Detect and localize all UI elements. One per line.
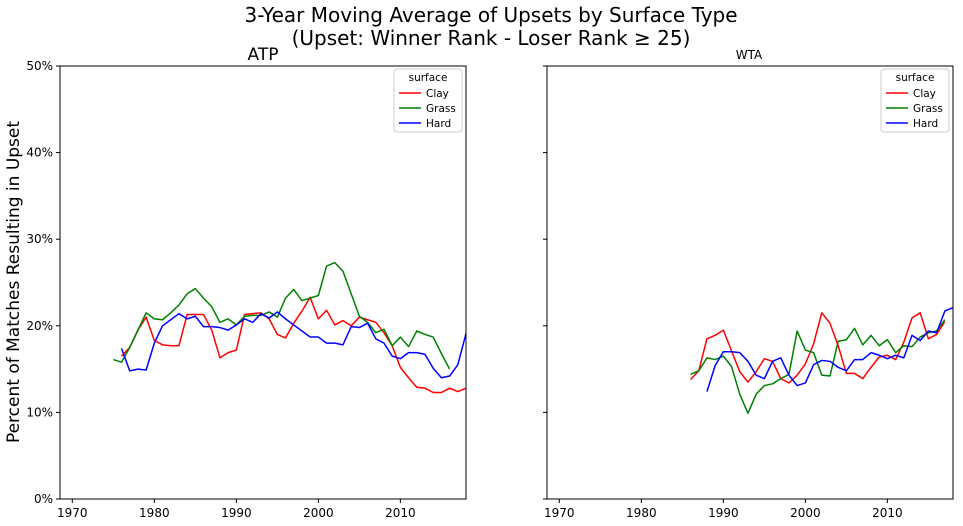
atp-x-tick-label: 1990 <box>221 506 252 520</box>
wta-series-line-hard <box>706 306 954 392</box>
atp-y-tick-label: 0% <box>34 492 53 506</box>
wta-plot-frame <box>546 65 954 500</box>
atp-y-tick-label: 20% <box>26 319 53 333</box>
wta-panel: WTA 1970 1980 1990 2000 2010 surface Clay Gr… <box>543 48 954 520</box>
atp-legend: surface Clay Grass Hard <box>393 68 463 133</box>
wta-series-line-grass <box>690 319 946 415</box>
atp-x-tick-label: 1970 <box>57 506 88 520</box>
wta-legend-title: surface <box>896 72 935 84</box>
figure-title-line-2: (Upset: Winner Rank - Loser Rank ≥ 25) <box>292 26 691 50</box>
atp-legend-label-hard: Hard <box>426 118 451 130</box>
wta-panel-title: WTA <box>736 48 763 62</box>
atp-y-tick-label: 10% <box>26 405 53 419</box>
atp-plot-frame <box>59 65 467 500</box>
wta-x-tick-label: 1990 <box>708 506 739 520</box>
atp-x-tick-label: 2010 <box>385 506 416 520</box>
atp-series-line-hard <box>120 311 467 379</box>
wta-legend-label-grass: Grass <box>913 103 943 115</box>
figure-title-line-1: 3-Year Moving Average of Upsets by Surfa… <box>244 3 737 27</box>
atp-x-tick-label: 2000 <box>303 506 334 520</box>
atp-y-tick-label: 50% <box>26 59 53 73</box>
atp-series-line-grass <box>113 261 451 370</box>
atp-panel-title: ATP <box>248 45 279 65</box>
atp-legend-title: surface <box>409 72 448 84</box>
atp-y-tick-label: 40% <box>26 146 53 160</box>
y-axis-label: Percent of Matches Resulting in Upset <box>4 121 24 443</box>
wta-x-tick-label: 2000 <box>790 506 821 520</box>
atp-legend-label-clay: Clay <box>426 88 449 100</box>
wta-legend-label-clay: Clay <box>913 88 936 100</box>
wta-legend-label-hard: Hard <box>913 118 938 130</box>
atp-x-tick-label: 1980 <box>139 506 170 520</box>
atp-y-tick-label: 30% <box>26 232 53 246</box>
atp-panel: ATP 1970 1980 1990 2000 2010 0% 10% 20% 30% 40% 50… <box>26 45 467 520</box>
wta-x-tick-label: 1970 <box>544 506 575 520</box>
wta-x-tick-label: 2010 <box>872 506 903 520</box>
wta-legend-box <box>880 68 950 133</box>
atp-legend-label-grass: Grass <box>426 103 456 115</box>
atp-legend-box <box>393 68 463 133</box>
wta-x-tick-label: 1980 <box>626 506 657 520</box>
atp-series-line-clay <box>120 296 467 394</box>
wta-legend: surface Clay Grass Hard <box>880 68 950 133</box>
wta-series-line-clay <box>689 312 946 384</box>
